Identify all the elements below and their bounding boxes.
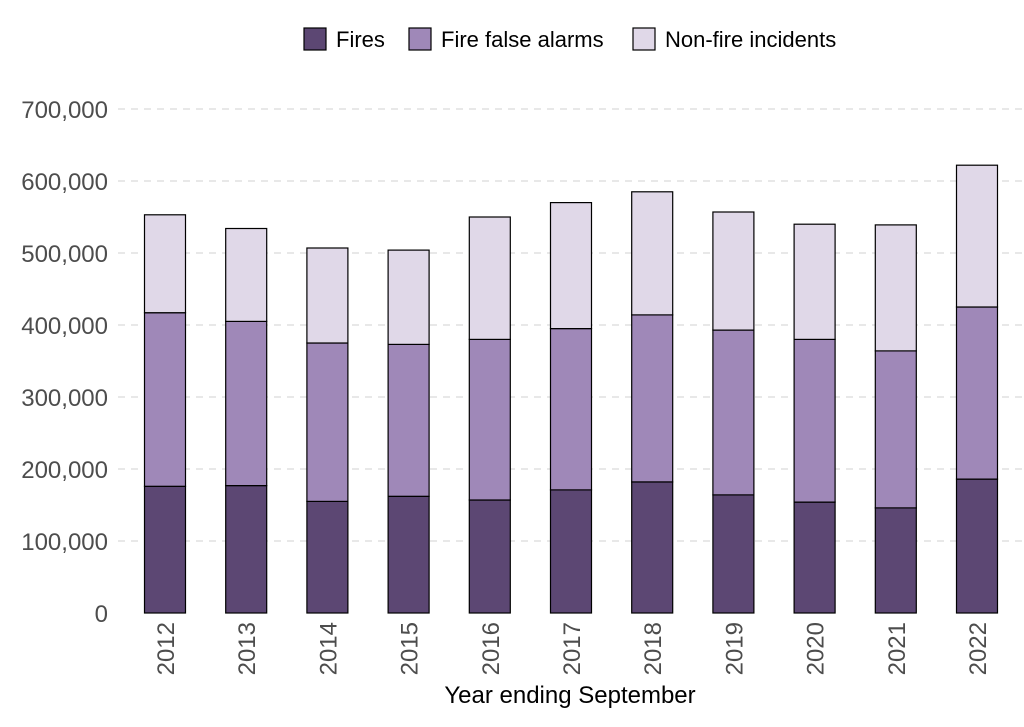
legend-swatch-fire-false-alarms [408,27,432,51]
bar-fires-2018 [631,481,674,614]
bar-non-fire-incidents-2017 [549,202,593,330]
y-tick-label: 700,000 [21,97,108,124]
x-tick-label: 2014 [315,622,342,675]
y-tick-label: 400,000 [21,313,108,340]
bar-non-fire-incidents-2020 [793,223,836,340]
x-tick-label: 2017 [559,622,586,675]
bar-fire-false-alarms-2012 [143,312,187,487]
x-tick-label: 2019 [721,622,748,675]
bar-fire-false-alarms-2018 [631,314,674,483]
bar-non-fire-incidents-2015 [387,249,430,346]
x-tick-label: 2016 [478,622,505,675]
x-tick-label: 2020 [803,622,830,675]
legend: Fires Fire false alarms Non-fire incidents [303,27,836,52]
bar-fire-false-alarms-2013 [225,320,268,487]
bar-non-fire-incidents-2022 [955,164,999,308]
bar-non-fire-incidents-2012 [143,214,187,314]
x-tick-label: 2021 [884,622,911,675]
x-tick-label: 2022 [965,622,992,675]
legend-swatch-fires [303,27,327,51]
bar-non-fire-incidents-2014 [306,247,349,344]
bar-non-fire-incidents-2018 [631,191,674,316]
bar-fires-2014 [306,500,349,614]
x-axis: 2012 2013 2014 2015 2016 2017 2018 2019 2020 2021… [153,622,992,675]
bar-non-fire-incidents-2019 [712,211,755,331]
bar-fires-2012 [143,485,187,614]
bar-fires-2015 [387,495,430,614]
bars [143,164,999,614]
gridlines [118,108,1024,542]
bar-fire-false-alarms-2016 [468,338,511,501]
bar-fire-false-alarms-2015 [387,343,430,497]
bar-fire-false-alarms-2021 [874,350,917,509]
x-tick-label: 2013 [234,622,261,675]
bar-fires-2019 [712,494,755,614]
bar-fires-2020 [793,501,836,614]
x-tick-label: 2018 [640,622,667,675]
bar-fire-false-alarms-2019 [712,329,755,496]
bar-fires-2022 [955,478,999,614]
y-tick-label: 200,000 [21,457,108,484]
y-tick-label: 300,000 [21,385,108,412]
legend-label: Fire false alarms [441,27,604,52]
bar-fire-false-alarms-2014 [306,342,349,502]
y-axis: 0 100,000 200,000 300,000 400,000 500,000 600,… [21,97,108,628]
x-tick-label: 2012 [153,622,180,675]
y-tick-label: 600,000 [21,169,108,196]
y-tick-label: 500,000 [21,241,108,268]
legend-swatch-non-fire-incidents [632,27,656,51]
bar-non-fire-incidents-2013 [225,227,268,323]
bar-fire-false-alarms-2017 [549,328,593,491]
bar-fires-2016 [468,499,511,614]
bar-fire-false-alarms-2020 [793,338,836,503]
bar-non-fire-incidents-2021 [874,224,917,352]
legend-label: Fires [336,27,385,52]
x-tick-label: 2015 [397,622,424,675]
bar-fires-2013 [225,485,268,614]
bar-non-fire-incidents-2016 [468,216,511,341]
legend-label: Non-fire incidents [665,27,836,52]
x-axis-title: Year ending September [444,682,695,709]
y-tick-label: 100,000 [21,529,108,556]
bar-fire-false-alarms-2022 [955,306,999,480]
y-tick-label: 0 [95,601,108,628]
bar-fires-2017 [549,489,593,614]
bar-fires-2021 [874,507,917,614]
